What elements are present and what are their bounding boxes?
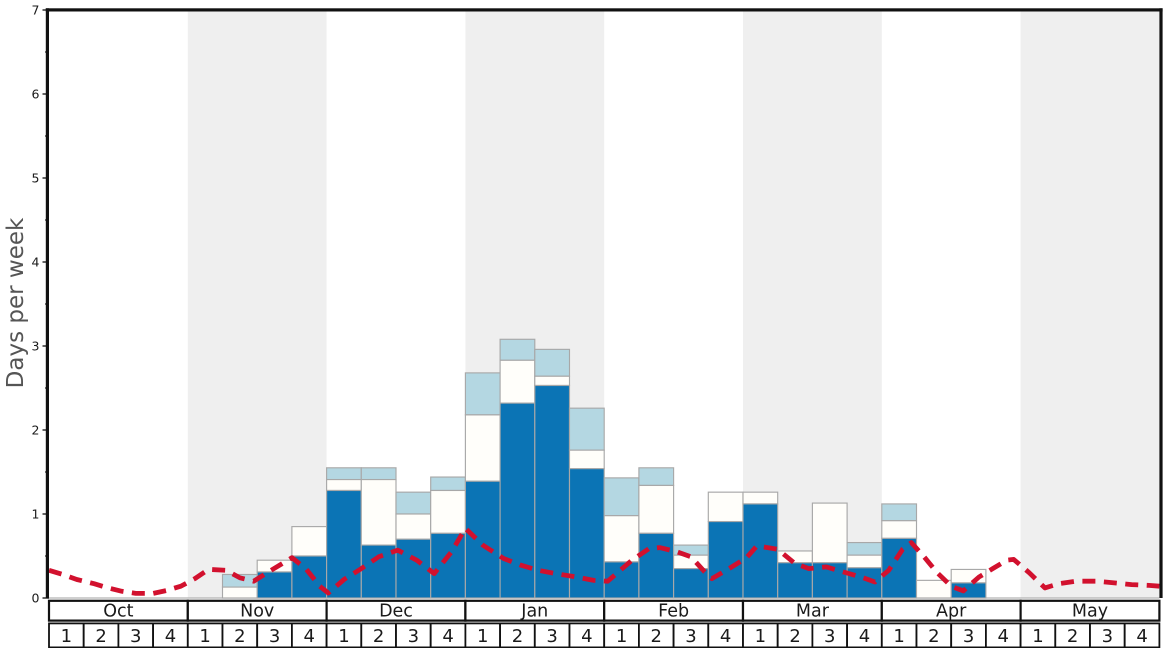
week-number-label: 3 [963,626,974,647]
plot-spines [45,8,1163,599]
week-number-label: 3 [269,626,280,647]
week-number-label: 1 [338,626,349,647]
week-numbers-row: 1 2 3 4 1 2 3 4 1 2 3 4 1 2 3 4 1 2 3 4 1 2 3 4 1 2 3 4 1 2 3 4 [48,622,1161,648]
red-dashed-line [48,525,1160,596]
week-number-label: 1 [893,626,904,647]
week-number-label: 3 [1102,626,1113,647]
week-number-label: 2 [512,626,523,647]
y-tick-label: 4 [32,254,40,269]
month-label: Nov [240,602,274,622]
week-number-label: 4 [859,626,870,647]
week-number-label: 4 [165,626,176,647]
week-number-label: 4 [442,626,453,647]
y-tick-label: 7 [32,2,40,17]
y-axis-title: Days per week [3,217,29,389]
week-number-label: 1 [755,626,766,647]
y-tick-label: 1 [32,506,40,521]
month-label: Oct [103,602,133,622]
y-tick-label: 0 [32,590,40,605]
week-number-label: 4 [720,626,731,647]
week-number-label: 3 [546,626,557,647]
month-labels-row: Oct Nov Dec Jan Feb Mar Apr May [47,599,1161,622]
week-number-label: 4 [304,626,315,647]
week-number-label: 2 [1067,626,1078,647]
y-tick-label: 3 [32,338,40,353]
week-number-label: 1 [61,626,72,647]
week-number-label: 4 [581,626,592,647]
y-tick-label: 2 [32,422,40,437]
week-number-label: 2 [95,626,106,647]
month-label: May [1072,602,1108,622]
y-tick-label: 6 [32,86,40,101]
week-number-label: 3 [130,626,141,647]
week-number-label: 2 [789,626,800,647]
week-number-label: 1 [616,626,627,647]
stacked-bars [221,338,987,599]
month-label: Apr [936,602,967,622]
y-tick-label: 5 [32,170,40,185]
week-number-label: 4 [998,626,1009,647]
week-number-label: 3 [685,626,696,647]
week-number-label: 1 [1032,626,1043,647]
week-number-label: 2 [234,626,245,647]
week-number-label: 1 [477,626,488,647]
month-label: Mar [796,602,830,622]
week-number-label: 4 [1136,626,1147,647]
week-number-label: 2 [928,626,939,647]
month-label: Feb [658,602,689,622]
week-number-label: 2 [373,626,384,647]
week-number-label: 2 [651,626,662,647]
month-label: Dec [379,602,413,622]
gray-month-bands [187,11,1160,598]
week-number-label: 3 [408,626,419,647]
month-label: Jan [520,602,548,622]
week-number-label: 3 [824,626,835,647]
week-number-label: 1 [199,626,210,647]
